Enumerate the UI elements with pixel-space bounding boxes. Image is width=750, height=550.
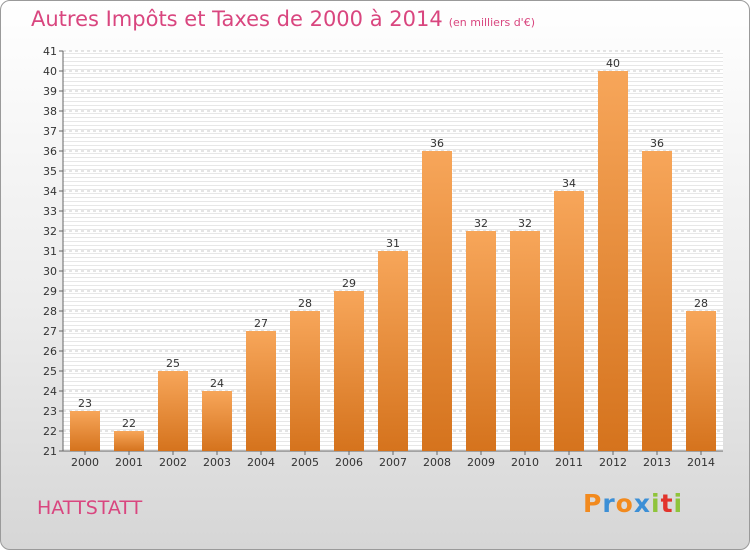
data-label-2013: 36 — [650, 137, 664, 150]
logo-letter: t — [660, 489, 674, 518]
bar-2008 — [422, 151, 452, 451]
title-unit: (en milliers d'€) — [448, 16, 535, 29]
logo-letter: r — [602, 489, 616, 518]
x-tick-label-2008: 2008 — [423, 456, 451, 469]
y-tick-label: 31 — [43, 245, 57, 258]
data-label-2001: 22 — [122, 417, 136, 430]
commune-name: HATTSTATT — [37, 497, 143, 519]
logo-letter: i — [673, 489, 684, 518]
title-main: Autres Impôts et Taxes de 2000 à 2014 — [31, 7, 443, 31]
bar-2006 — [334, 291, 364, 451]
bar-2007 — [378, 251, 408, 451]
y-tick-label: 35 — [43, 165, 57, 178]
y-tick-label: 25 — [43, 365, 57, 378]
bar-2010 — [510, 231, 540, 451]
y-tick-label: 34 — [43, 185, 57, 198]
y-tick-label: 26 — [43, 345, 57, 358]
x-tick-label-2007: 2007 — [379, 456, 407, 469]
bar-2000 — [70, 411, 100, 451]
bar-2001 — [114, 431, 144, 451]
data-label-2000: 23 — [78, 397, 92, 410]
data-label-2002: 25 — [166, 357, 180, 370]
y-tick-label: 41 — [43, 45, 57, 58]
bar-2012 — [598, 71, 628, 451]
chart-title: Autres Impôts et Taxes de 2000 à 2014 (en… — [31, 7, 535, 31]
data-label-2009: 32 — [474, 217, 488, 230]
data-label-2003: 24 — [210, 377, 224, 390]
y-tick-label: 33 — [43, 205, 57, 218]
data-label-2008: 36 — [430, 137, 444, 150]
bar-2014 — [686, 311, 716, 451]
y-tick-label: 32 — [43, 225, 57, 238]
logo-letter: P — [583, 489, 603, 518]
logo-letter: o — [615, 489, 634, 518]
bar-2005 — [290, 311, 320, 451]
x-tick-label-2000: 2000 — [71, 456, 99, 469]
data-label-2006: 29 — [342, 277, 356, 290]
x-tick-label-2006: 2006 — [335, 456, 363, 469]
x-tick-label-2002: 2002 — [159, 456, 187, 469]
y-tick-label: 27 — [43, 325, 57, 338]
bar-2002 — [158, 371, 188, 451]
y-tick-label: 39 — [43, 85, 57, 98]
x-tick-label-2005: 2005 — [291, 456, 319, 469]
x-tick-label-2012: 2012 — [599, 456, 627, 469]
bar-2003 — [202, 391, 232, 451]
y-tick-label: 37 — [43, 125, 57, 138]
data-label-2007: 31 — [386, 237, 400, 250]
data-label-2004: 27 — [254, 317, 268, 330]
y-tick-label: 36 — [43, 145, 57, 158]
y-tick-label: 28 — [43, 305, 57, 318]
data-label-2010: 32 — [518, 217, 532, 230]
y-tick-label: 29 — [43, 285, 57, 298]
data-label-2012: 40 — [606, 57, 620, 70]
bar-2004 — [246, 331, 276, 451]
bar-2013 — [642, 151, 672, 451]
x-tick-label-2003: 2003 — [203, 456, 231, 469]
y-tick-label: 30 — [43, 265, 57, 278]
proxiti-logo: Proxiti — [583, 489, 683, 518]
y-tick-label: 40 — [43, 65, 57, 78]
y-tick-label: 23 — [43, 405, 57, 418]
x-tick-label-2011: 2011 — [555, 456, 583, 469]
bar-2011 — [554, 191, 584, 451]
x-tick-label-2001: 2001 — [115, 456, 143, 469]
y-tick-label: 38 — [43, 105, 57, 118]
x-tick-label-2009: 2009 — [467, 456, 495, 469]
logo-letter: x — [633, 489, 651, 518]
y-tick-label: 24 — [43, 385, 57, 398]
data-label-2005: 28 — [298, 297, 312, 310]
data-label-2014: 28 — [694, 297, 708, 310]
x-tick-label-2013: 2013 — [643, 456, 671, 469]
bar-2009 — [466, 231, 496, 451]
data-label-2011: 34 — [562, 177, 576, 190]
x-tick-label-2014: 2014 — [687, 456, 715, 469]
y-tick-label: 21 — [43, 445, 57, 458]
x-tick-label-2004: 2004 — [247, 456, 275, 469]
y-tick-label: 22 — [43, 425, 57, 438]
logo-letter: i — [651, 489, 661, 518]
x-tick-label-2010: 2010 — [511, 456, 539, 469]
